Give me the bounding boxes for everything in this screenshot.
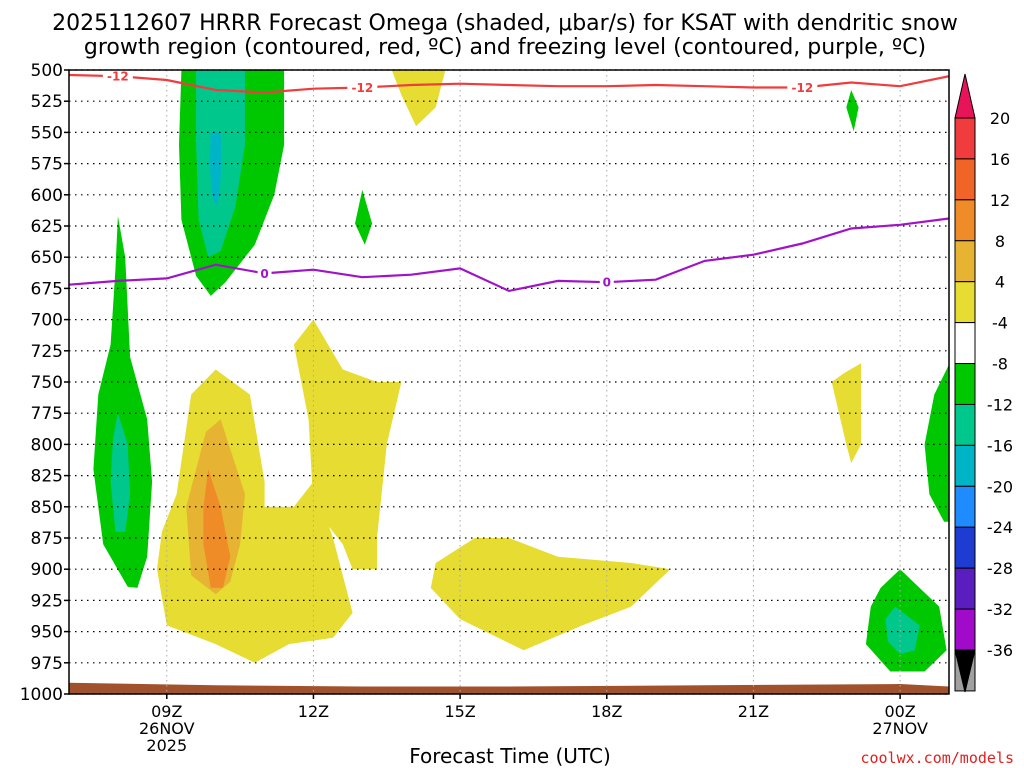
colorbar-box-6 [954,363,976,405]
contour-label-text: -12 [791,81,813,95]
x-tick-label-15Z: 15Z [444,702,475,721]
omega-region-yellow-right-lobe [831,363,861,464]
x-tick-label-18Z: 18Z [591,702,622,721]
x-tick-label-00Z: 00Z [884,702,915,721]
y-tick-label-825: 825 [31,467,63,487]
omega-region-yellow-top-lobe [391,70,446,127]
contour-label-dendritic-growth-minus12-1: -12 [347,80,378,95]
colorbar-box-5 [954,322,976,365]
colorbar: 20 16 12 8 4 -4 -8 -12 -16 -20 -24 -28 -32 -36 [954,73,1013,693]
contour-label-bg [787,80,818,95]
colorbar-label--16: -16 [987,436,1013,455]
colorbar-box-7 [954,403,976,446]
y-tick-label-675: 675 [31,279,63,299]
omega-region-dark-orange-core [203,469,231,588]
x-axis-label: Forecast Time (UTC) [409,744,611,768]
credit-text: coolwx.com/models [860,749,1014,767]
contour-label-freezing-level-0-1: 0 [599,275,614,290]
colorbar-box-9 [954,485,976,528]
colorbar-box-12 [954,608,976,651]
contour-label-dendritic-growth-minus12-2: -12 [787,80,818,95]
x-tick-label-12Z: 12Z [298,702,329,721]
colorbar-bottom-triangle [954,649,976,693]
contour-label-text: -12 [351,81,373,95]
x-tick-year-2025: 2025 [146,736,187,755]
y-axis: 500 525 550 575 600 625 650 675 700 725 750 775 800 8… [20,61,69,705]
contour-label-bg [102,70,133,84]
colorbar-top-triangle [954,73,976,119]
contour-label-bg [599,275,614,290]
colorbar-label--20: -20 [987,477,1013,496]
contour-label-text: 0 [260,267,268,281]
x-tick-label-09Z: 09Z [151,702,182,721]
y-tick-label-525: 525 [31,92,63,112]
y-tick-label-800: 800 [31,435,63,455]
colorbar-label--4: -4 [992,314,1008,333]
colorbar-label-20: 20 [990,109,1010,128]
grid-lines [69,69,949,695]
y-tick-label-1000: 1000 [20,685,63,705]
chart-title-line2: growth region (contoured, red, ºC) and f… [84,35,926,60]
contour-label-bg [347,80,378,95]
y-tick-label-575: 575 [31,155,63,175]
y-tick-label-925: 925 [31,591,63,611]
x-tick-label-21Z: 21Z [738,702,769,721]
omega-region-teal-right-bottom [885,606,920,655]
colorbar-label--8: -8 [992,355,1008,374]
y-tick-label-600: 600 [31,186,63,206]
y-tick-label-850: 850 [31,498,63,518]
x-tick-date-26NOV: 26NOV [139,719,195,738]
contour-lines: -12 -12 -12 0 0 [69,70,949,293]
omega-region-cyan-upper-core [209,132,222,208]
y-tick-label-875: 875 [31,529,63,549]
contour-label-dendritic-growth-minus12-0: -12 [102,70,133,84]
y-tick-label-500: 500 [31,61,63,81]
colorbar-label--28: -28 [987,559,1013,578]
y-tick-label-550: 550 [31,123,63,143]
omega-region-green-small-lobe-b [846,90,859,132]
x-tick-date-27NOV: 27NOV [872,719,928,738]
colorbar-label--36: -36 [987,641,1013,660]
colorbar-label-16: 16 [990,150,1010,169]
colorbar-label-12: 12 [990,191,1010,210]
colorbar-label--32: -32 [987,600,1013,619]
colorbar-label--24: -24 [987,518,1013,537]
colorbar-box-2 [954,199,976,242]
y-tick-label-950: 950 [31,623,63,643]
omega-region-yellow-mid-lobe [430,538,671,651]
colorbar-box-8 [954,444,976,487]
y-tick-label-625: 625 [31,217,63,237]
y-tick-label-725: 725 [31,342,63,362]
omega-region-teal-lower-left [110,413,131,532]
contour-label-bg [257,266,272,281]
y-tick-label-775: 775 [31,404,63,424]
colorbar-box-11 [954,567,976,610]
colorbar-box-10 [954,526,976,569]
colorbar-box-3 [954,240,976,283]
y-tick-label-975: 975 [31,654,63,674]
y-tick-label-650: 650 [31,248,63,268]
omega-region-green-small-lobe-a [355,189,373,245]
omega-region-green-right-edge [924,364,949,522]
contour-label-text: 0 [603,276,611,290]
colorbar-label--12: -12 [987,395,1013,414]
y-tick-label-750: 750 [31,373,63,393]
colorbar-box-0 [954,117,976,160]
chart-title-line1: 2025112607 HRRR Forecast Omega (shaded, … [52,11,958,36]
plot-area [69,70,949,694]
omega-region-yellow-lower-tail [293,319,402,570]
contour-label-freezing-level-0-0: 0 [257,266,272,281]
colorbar-box-4 [954,281,976,324]
colorbar-label-4: 4 [995,273,1005,292]
contour-freezing-level-0 [69,217,949,293]
contour-label-text: -12 [107,70,129,84]
omega-region-green-lower-left [93,216,153,588]
colorbar-box-1 [954,158,976,201]
colorbar-label-8: 8 [995,232,1005,251]
y-tick-label-700: 700 [31,311,63,331]
y-tick-label-900: 900 [31,560,63,580]
terrain-band [69,682,949,694]
